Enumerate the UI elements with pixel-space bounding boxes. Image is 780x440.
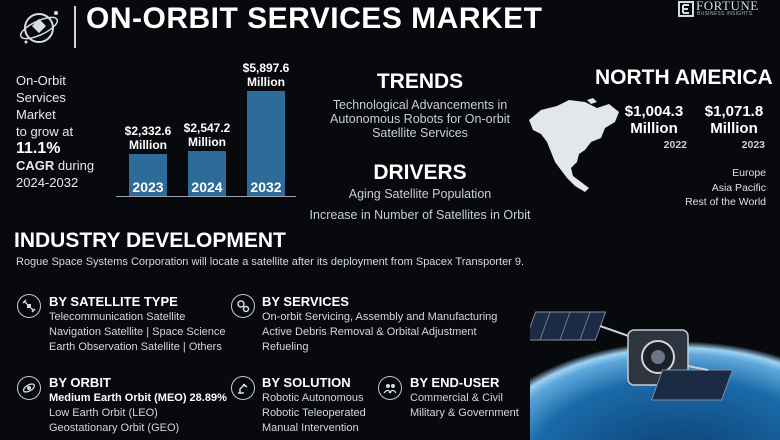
segment-item: Military & Government [410,407,519,419]
segment-item: Low Earth Orbit (LEO) [49,407,158,419]
region-item: Asia Pacific [711,181,766,194]
segment-item: On-orbit Servicing, Assembly and Manufac… [262,311,498,323]
bar-category-label: 2024 [191,178,223,195]
brand-logo: FORTUNE BUSINESS INSIGHTS [676,0,778,20]
page-title: ON-ORBIT SERVICES MARKET [86,2,543,35]
region-title: NORTH AMERICA [595,66,773,89]
segment-item: Robotic Autonomous [262,392,364,404]
trends-title: TRENDS [376,70,464,93]
na-value-2023: $1,071.8 Million 2023 [697,103,771,154]
chart-baseline [116,196,296,197]
segment-item: Active Debris Removal & Orbital Adjustme… [262,326,477,338]
bar-category-label: 2032 [250,179,282,195]
robot-arm-icon [231,376,255,400]
industry-text: Rogue Space Systems Corporation will loc… [16,256,525,268]
cagr-rate: 11.1% [16,140,61,157]
na-year: 2022 [663,139,687,151]
bar-2023: 2023 [129,154,167,196]
other-regions-list: Europe Asia Pacific Rest of the World [685,166,766,210]
growth-line: to grow at [16,124,74,139]
bar-value-label: $2,547.2 Million [183,120,231,149]
bar-2024: 2024 [188,150,226,196]
segment-item: Robotic Teleoperated [262,407,366,419]
driver-item: Increase in Number of Satellites in Orbi… [309,208,531,222]
growth-line: On-Orbit [16,73,66,88]
na-value-2022: $1,004.3 Million 2022 [617,103,691,154]
segment-item: Geostationary Orbit (GEO) [49,422,180,434]
segment-list: Robotic Autonomous Robotic Teleoperated … [262,391,366,436]
segment-item: Manual Intervention [262,422,359,434]
growth-line: Market [16,107,56,122]
segment-item-highlight: Medium Earth Orbit (MEO) 28.89% [49,391,227,406]
orbit-icon [17,376,41,400]
segment-title: BY SATELLITE TYPE [49,294,178,309]
segment-item: Commercial & Civil [410,392,503,404]
gears-icon [231,294,255,318]
forecast-period: 2024-2032 [16,175,79,190]
segment-item: Telecommunication Satellite [49,311,186,323]
region-item: Rest of the World [685,196,766,208]
satellite-logo-icon [18,4,64,48]
header-divider [74,6,76,48]
segment-item: Earth Observation Satellite | Others [49,341,222,353]
growth-during: during [57,158,95,173]
satellite-earth-image [530,290,780,440]
segment-title: BY END-USER [410,375,500,390]
industry-title: INDUSTRY DEVELOPMENT [14,229,286,252]
growth-statement: On-Orbit Services Market to grow at 11.1… [16,72,121,191]
segment-list: Telecommunication Satellite Navigation S… [49,310,226,355]
segment-item: Refueling [262,341,309,353]
growth-line: Services [16,90,66,105]
segment-title: BY SERVICES [262,294,349,309]
segment-title: BY ORBIT [49,375,111,390]
segment-list: Medium Earth Orbit (MEO) 28.89% Low Eart… [49,391,227,436]
bar-value-label: $2,332.6 Million [124,124,172,153]
na-value: $1,004.3 [624,103,684,120]
driver-item: Aging Satellite Population [348,187,492,201]
segment-list: Commercial & Civil Military & Government [410,391,519,421]
segment-item: Navigation Satellite | Space Science [49,326,226,338]
brand-icon [678,1,694,17]
brand-name: FORTUNE [696,0,759,13]
bar-value-label: $5,897.6 Million [242,61,290,89]
brand-subtitle: BUSINESS INSIGHTS [697,11,753,17]
bar-2032: 2032 [247,91,285,196]
segment-title: BY SOLUTION [262,375,351,390]
trends-text: Technological Advancements in Autonomous… [330,98,510,140]
cagr-label: CAGR [16,158,55,173]
na-unit: Million [630,120,678,137]
na-year: 2023 [741,139,765,151]
segment-highlight: Medium Earth Orbit (MEO) 28.89% [49,392,227,404]
segment-list: On-orbit Servicing, Assembly and Manufac… [262,310,497,355]
north-america-map-icon [527,98,622,203]
satellite-icon [17,294,41,318]
users-icon [378,376,402,400]
na-value: $1,071.8 [704,103,764,120]
drivers-title: DRIVERS [373,161,467,184]
bar-category-label: 2023 [132,178,164,195]
region-item: Europe [732,167,766,179]
na-unit: Million [710,120,758,137]
